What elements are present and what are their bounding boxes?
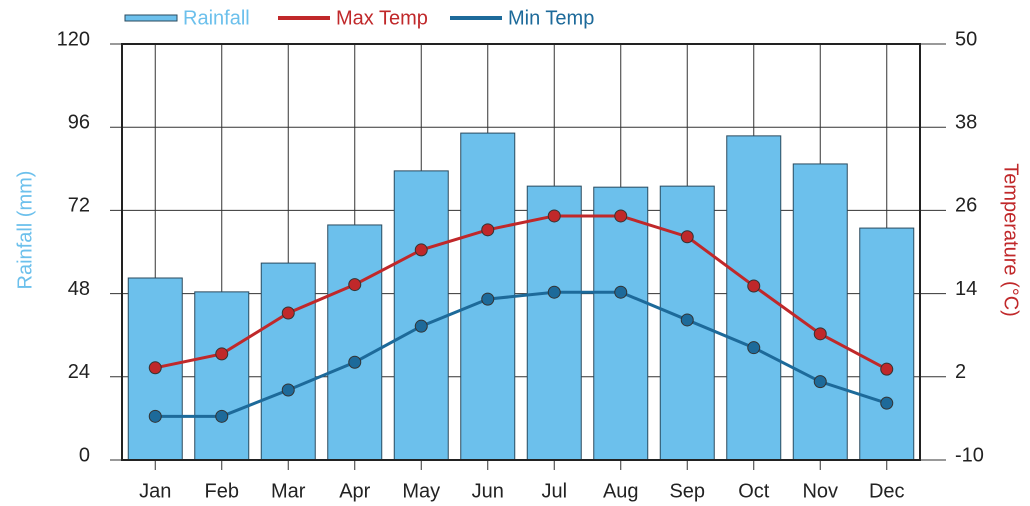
point [215,347,229,361]
bar [593,186,649,461]
bar [260,262,316,461]
point [348,355,362,369]
bar [859,227,915,461]
y2-tick-label: 14 [955,278,977,300]
y-tick-label: 120 [57,28,90,50]
line [154,214,888,371]
x-tick-label: Jul [541,480,567,502]
point [281,383,295,397]
point [747,341,761,355]
y-tick-label: 48 [68,278,90,300]
point [547,285,561,299]
y-tick-label: 72 [68,195,90,217]
y-axis-label: Rainfall (mm) [14,171,36,290]
legend-label: Rainfall [183,7,250,29]
line [155,290,888,418]
point [148,361,162,375]
x-tick-label: Nov [802,480,838,502]
x-tick-label: Sep [669,480,705,502]
bar [526,185,582,461]
y2-tick-label: 2 [955,361,966,383]
y-tick-label: 0 [79,444,90,466]
legend-label: Min Temp [508,7,594,29]
plot-frame [121,43,921,461]
point [880,362,894,376]
bar [792,163,848,461]
x-tick-label: Dec [869,480,905,502]
x-tick-label: Aug [603,480,639,502]
point [414,319,428,333]
bar [194,291,250,461]
x-tick-label: Apr [339,480,370,502]
bar [393,170,449,461]
x-tick-label: Oct [738,480,770,502]
point [148,409,162,423]
y2-tick-label: 26 [955,195,977,217]
point [348,278,362,292]
point [747,279,761,293]
point [813,327,827,341]
y2-tick-label: -10 [955,444,984,466]
y-tick-label: 24 [68,361,90,383]
point [813,375,827,389]
x-tick-label: Mar [271,480,306,502]
point [547,209,561,223]
y2-tick-label: 38 [955,111,977,133]
point [215,409,229,423]
y2-tick-label: 50 [955,28,977,50]
point [680,230,694,244]
point [680,313,694,327]
y-tick-label: 96 [68,111,90,133]
y2-axis-label: Temperature (°C) [1000,163,1022,317]
point [481,223,495,237]
point [481,292,495,306]
point [880,396,894,410]
legend-swatch [124,14,178,22]
bar [327,224,383,461]
legend-label: Max Temp [336,7,428,29]
point [614,209,628,223]
point [414,243,428,257]
x-tick-label: Jan [139,480,171,502]
x-tick-label: Feb [205,480,239,502]
point [614,285,628,299]
x-tick-label: May [402,480,440,502]
x-tick-label: Jun [472,480,504,502]
point [281,306,295,320]
